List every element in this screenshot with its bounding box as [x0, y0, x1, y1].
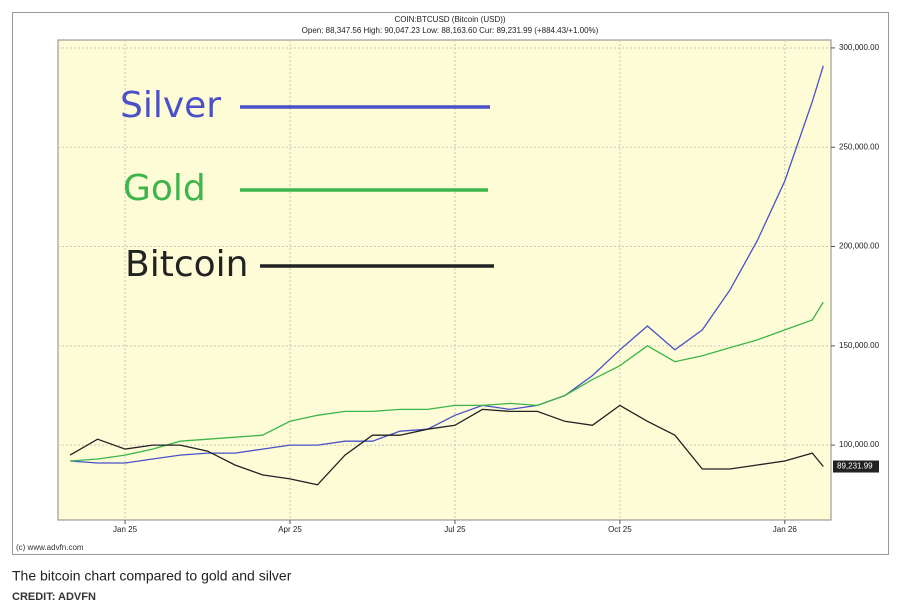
credit: CREDIT: ADVFN — [12, 591, 96, 603]
x-tick-label: Jul 25 — [444, 525, 466, 534]
legend-label: Gold — [123, 168, 206, 209]
y-tick-label: 200,000.00 — [839, 242, 880, 251]
series-line — [70, 65, 824, 464]
y-tick-label: 250,000.00 — [839, 142, 880, 151]
y-tick-label: 150,000.00 — [839, 341, 880, 350]
source: (c) www.advfn.com — [16, 543, 84, 552]
x-tick-label: Jan 25 — [113, 525, 138, 534]
y-tick-label: 300,000.00 — [839, 43, 880, 52]
current-value-label: 89,231.99 — [837, 462, 873, 471]
current-value-box — [833, 460, 879, 473]
chart-subtitle: Open: 88,347.56 High: 90,047.23 Low: 88,… — [302, 26, 599, 35]
x-tick-label: Oct 25 — [608, 525, 632, 534]
chart-title: COIN:BTCUSD (Bitcoin (USD)) — [394, 15, 505, 24]
y-tick-label: 100,000.00 — [839, 440, 880, 449]
legend-label: Silver — [120, 85, 221, 126]
series-line — [70, 301, 824, 462]
x-tick-label: Jan 26 — [773, 525, 798, 534]
legend-label: Bitcoin — [125, 244, 248, 285]
caption: The bitcoin chart compared to gold and s… — [12, 568, 292, 584]
x-tick-label: Apr 25 — [278, 525, 302, 534]
series-line — [69, 404, 824, 486]
plot-area — [57, 39, 832, 521]
